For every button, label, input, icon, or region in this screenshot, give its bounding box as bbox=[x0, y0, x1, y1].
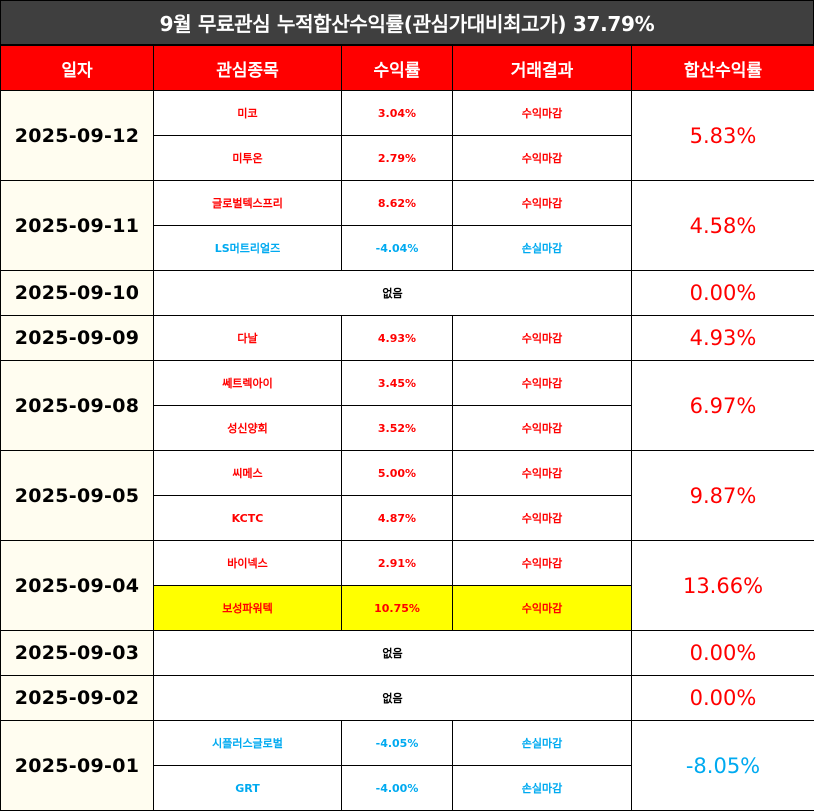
table-row: 2025-09-05 씨메스 5.00% 수익마감 9.87% bbox=[0, 450, 814, 541]
total-return-cell: 0.00% bbox=[631, 675, 814, 721]
rate-cell: -4.05% bbox=[341, 720, 453, 766]
total-return-cell: 5.83% bbox=[631, 90, 814, 181]
table-body: 2025-09-12 미코 3.04% 수익마감 5.83% 미투온 2.79% 수익마감 20… bbox=[0, 90, 814, 811]
date-cell: 2025-09-11 bbox=[0, 180, 154, 271]
table-row: 2025-09-11 글로벌텍스프리 8.62% 수익마감 4.58% bbox=[0, 180, 814, 271]
rate-cell: -4.00% bbox=[341, 765, 453, 811]
table-row: 2025-09-12 미코 3.04% 수익마감 5.83% bbox=[0, 90, 814, 181]
total-return-cell: 0.00% bbox=[631, 270, 814, 316]
stock-name-cell: GRT bbox=[153, 765, 342, 811]
date-cell: 2025-09-08 bbox=[0, 360, 154, 451]
table-row: LS머트리얼즈 -4.04% 손실마감 bbox=[1, 225, 814, 271]
result-cell: 수익마감 bbox=[452, 315, 632, 361]
total-return-cell: 6.97% bbox=[631, 360, 814, 451]
rate-cell: 8.62% bbox=[341, 180, 453, 226]
rate-cell: 3.52% bbox=[341, 405, 453, 451]
header-date: 일자 bbox=[0, 45, 154, 91]
date-cell: 2025-09-01 bbox=[0, 720, 154, 811]
total-return-cell: 0.00% bbox=[631, 630, 814, 676]
table-row: 2025-09-02 없음 0.00% bbox=[0, 675, 814, 721]
stock-name-cell: 시플러스글로벌 bbox=[153, 720, 342, 766]
result-cell: 손실마감 bbox=[452, 720, 632, 766]
result-cell: 수익마감 bbox=[452, 405, 632, 451]
stock-name-cell: 글로벌텍스프리 bbox=[153, 180, 342, 226]
stock-name-cell: 쎄트렉아이 bbox=[153, 360, 342, 406]
table-row: 미투온 2.79% 수익마감 bbox=[1, 135, 814, 181]
result-cell: 수익마감 bbox=[452, 180, 632, 226]
rate-cell: 2.79% bbox=[341, 135, 453, 181]
rate-cell: 3.04% bbox=[341, 90, 453, 136]
no-stock-cell: 없음 bbox=[153, 270, 632, 316]
header-rate: 수익률 bbox=[341, 45, 453, 91]
stock-name-cell: 미코 bbox=[153, 90, 342, 136]
result-cell: 손실마감 bbox=[452, 765, 632, 811]
rate-cell: 5.00% bbox=[341, 450, 453, 496]
table-row: 2025-09-09 다날 4.93% 수익마감 4.93% bbox=[0, 315, 814, 361]
stock-name-cell: 보성파워텍 bbox=[153, 585, 342, 631]
stock-name-cell: KCTC bbox=[153, 495, 342, 541]
total-return-cell: 4.93% bbox=[631, 315, 814, 361]
no-stock-cell: 없음 bbox=[153, 630, 632, 676]
result-cell: 수익마감 bbox=[452, 495, 632, 541]
date-cell: 2025-09-09 bbox=[0, 315, 154, 361]
stock-name-cell: 씨메스 bbox=[153, 450, 342, 496]
no-stock-cell: 없음 bbox=[153, 675, 632, 721]
table-row: KCTC 4.87% 수익마감 bbox=[1, 495, 814, 541]
table-row: 2025-09-04 바이넥스 2.91% 수익마감 13.66% bbox=[0, 540, 814, 631]
table-row: 성신양회 3.52% 수익마감 bbox=[1, 405, 814, 451]
table-row: 2025-09-10 없음 0.00% bbox=[0, 270, 814, 316]
stock-name-cell: 미투온 bbox=[153, 135, 342, 181]
header-total: 합산수익률 bbox=[631, 45, 814, 91]
stock-name-cell: 바이넥스 bbox=[153, 540, 342, 586]
result-cell: 수익마감 bbox=[452, 450, 632, 496]
rate-cell: -4.04% bbox=[341, 225, 453, 271]
table-row: GRT -4.00% 손실마감 bbox=[1, 765, 814, 811]
table-row: 2025-09-01 시플러스글로벌 -4.05% 손실마감 -8.05% bbox=[0, 720, 814, 811]
result-cell: 수익마감 bbox=[452, 135, 632, 181]
header-result: 거래결과 bbox=[452, 45, 632, 91]
header-row: 일자 관심종목 수익률 거래결과 합산수익률 bbox=[0, 45, 814, 91]
date-cell: 2025-09-05 bbox=[0, 450, 154, 541]
result-cell: 수익마감 bbox=[452, 540, 632, 586]
total-return-cell: 13.66% bbox=[631, 540, 814, 631]
result-cell: 수익마감 bbox=[452, 585, 632, 631]
date-cell: 2025-09-12 bbox=[0, 90, 154, 181]
date-cell: 2025-09-03 bbox=[0, 630, 154, 676]
total-return-cell: -8.05% bbox=[631, 720, 814, 811]
returns-table: 일자 관심종목 수익률 거래결과 합산수익률 2025-09-12 미코 3.04%… bbox=[0, 45, 814, 811]
header-stock: 관심종목 bbox=[153, 45, 342, 91]
rate-cell: 2.91% bbox=[341, 540, 453, 586]
rate-cell: 10.75% bbox=[341, 585, 453, 631]
total-return-cell: 4.58% bbox=[631, 180, 814, 271]
result-cell: 손실마감 bbox=[452, 225, 632, 271]
result-cell: 수익마감 bbox=[452, 360, 632, 406]
table-row: 2025-09-03 없음 0.00% bbox=[0, 630, 814, 676]
sheet-title: 9월 무료관심 누적합산수익률(관심가대비최고가) 37.79% bbox=[0, 0, 814, 45]
table-row: 보성파워텍 10.75% 수익마감 bbox=[1, 585, 814, 631]
total-return-cell: 9.87% bbox=[631, 450, 814, 541]
date-cell: 2025-09-04 bbox=[0, 540, 154, 631]
stock-name-cell: 다날 bbox=[153, 315, 342, 361]
stock-name-cell: 성신양회 bbox=[153, 405, 342, 451]
rate-cell: 3.45% bbox=[341, 360, 453, 406]
stock-name-cell: LS머트리얼즈 bbox=[153, 225, 342, 271]
result-cell: 수익마감 bbox=[452, 90, 632, 136]
date-cell: 2025-09-10 bbox=[0, 270, 154, 316]
rate-cell: 4.87% bbox=[341, 495, 453, 541]
date-cell: 2025-09-02 bbox=[0, 675, 154, 721]
rate-cell: 4.93% bbox=[341, 315, 453, 361]
table-row: 2025-09-08 쎄트렉아이 3.45% 수익마감 6.97% bbox=[0, 360, 814, 451]
